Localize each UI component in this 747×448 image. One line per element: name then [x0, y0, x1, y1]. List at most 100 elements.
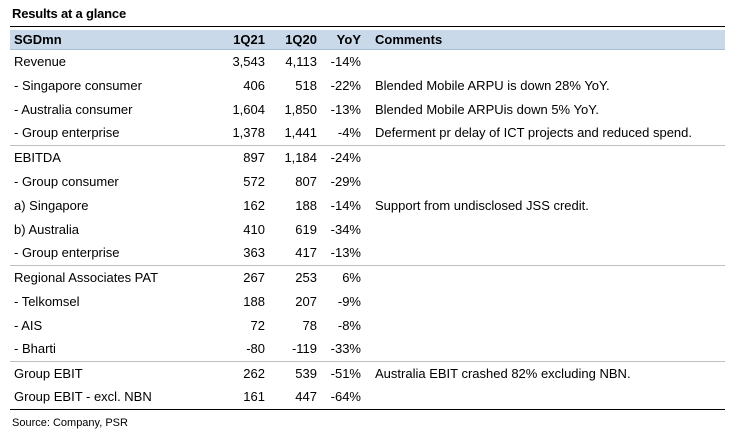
- row-1q20: 253: [269, 264, 321, 289]
- row-1q21: 72: [250, 317, 265, 333]
- row-comment: Support from undisclosed JSS credit.: [375, 197, 589, 213]
- row-yoy: -34%: [330, 221, 361, 237]
- table-row: EBITDA 897 1,184 -24%: [10, 144, 725, 169]
- row-1q21: 1,378: [232, 125, 265, 141]
- row-1q20: 4,113: [285, 53, 317, 69]
- row-label: - Group enterprise: [14, 245, 120, 261]
- row-label: - AIS: [14, 317, 43, 333]
- table-row: - Singapore consumer 406 518 -22% Blende…: [10, 73, 725, 97]
- row-label: b) Australia: [14, 221, 80, 237]
- row-1q21: 897: [202, 144, 269, 169]
- row-yoy: -33%: [330, 341, 361, 357]
- row-yoy: -51%: [321, 360, 365, 385]
- row-yoy: -14%: [330, 197, 361, 213]
- row-1q21: 3,543: [232, 53, 265, 69]
- row-label: - Group enterprise: [14, 125, 120, 141]
- row-1q21: 572: [243, 173, 265, 189]
- row-label: - Telkomsel: [14, 293, 80, 309]
- row-comment: [365, 241, 725, 265]
- row-comment: [365, 49, 725, 73]
- row-1q21: -80: [246, 341, 265, 357]
- row-comment: Australia EBIT crashed 82% excluding NBN…: [365, 360, 725, 385]
- row-label: Group EBIT: [10, 360, 202, 385]
- row-label: - Singapore consumer: [14, 77, 142, 93]
- row-comment: Deferment pr delay of ICT projects and r…: [375, 125, 692, 141]
- table-row: - Bharti -80 -119 -33%: [10, 337, 725, 361]
- row-1q21: 1,604: [232, 101, 265, 117]
- row-1q20: 78: [302, 317, 317, 333]
- table-row: Regional Associates PAT 267 253 6%: [10, 264, 725, 289]
- row-label: - Group consumer: [14, 173, 119, 189]
- table-row: Revenue 3,543 4,113 -14%: [10, 49, 725, 73]
- row-1q20: -119: [291, 341, 317, 357]
- row-label: - Australia consumer: [14, 101, 133, 117]
- row-yoy: -24%: [321, 144, 365, 169]
- table-row: - Telkomsel 188 207 -9%: [10, 289, 725, 313]
- row-label: EBITDA: [10, 144, 202, 169]
- table-row: - Group enterprise 363 417 -13%: [10, 241, 725, 265]
- row-comment: [365, 144, 725, 169]
- row-1q20: 518: [295, 77, 317, 93]
- row-label: - Bharti: [14, 341, 56, 357]
- header-1q21: 1Q21: [202, 30, 269, 50]
- row-yoy: -14%: [330, 53, 361, 69]
- row-1q20: 539: [269, 360, 321, 385]
- row-comment: [365, 169, 725, 193]
- row-1q20: 1,850: [284, 101, 317, 117]
- header-1q20: 1Q20: [269, 30, 321, 50]
- source-note: Source: Company, PSR: [12, 417, 128, 429]
- row-yoy: -64%: [321, 385, 365, 410]
- row-1q21: 161: [202, 385, 269, 410]
- row-comment: [365, 337, 725, 361]
- row-comment: [365, 217, 725, 241]
- title-divider: [10, 26, 725, 27]
- row-yoy: -9%: [337, 293, 361, 309]
- results-table: SGDmn 1Q21 1Q20 YoY Comments Revenue 3,5…: [10, 30, 725, 410]
- header-sgdmn: SGDmn: [10, 30, 202, 50]
- row-yoy: -29%: [330, 173, 361, 189]
- row-comment: [365, 289, 725, 313]
- row-1q21: 363: [243, 245, 265, 261]
- row-yoy: -13%: [330, 245, 361, 261]
- row-comment: [365, 385, 725, 410]
- table-row: - AIS 72 78 -8%: [10, 313, 725, 337]
- row-label: Group EBIT - excl. NBN: [10, 385, 202, 410]
- row-comment: Blended Mobile ARPU is down 28% YoY.: [375, 77, 610, 93]
- row-yoy: -13%: [330, 101, 361, 117]
- row-1q21: 262: [202, 360, 269, 385]
- row-1q20: 207: [295, 293, 317, 309]
- header-row: SGDmn 1Q21 1Q20 YoY Comments: [10, 30, 725, 50]
- row-1q21: 410: [243, 221, 265, 237]
- row-comment: [365, 264, 725, 289]
- row-yoy: 6%: [321, 264, 365, 289]
- header-comments: Comments: [365, 30, 725, 50]
- row-1q20: 447: [269, 385, 321, 410]
- table-row: - Group enterprise 1,378 1,441 -4% Defer…: [10, 121, 725, 145]
- table-title: Results at a glance: [12, 6, 126, 21]
- table-row: Group EBIT - excl. NBN 161 447 -64%: [10, 385, 725, 410]
- row-yoy: -4%: [337, 125, 361, 141]
- row-1q21: 406: [243, 77, 265, 93]
- row-1q21: 267: [202, 264, 269, 289]
- row-1q20: 1,184: [269, 144, 321, 169]
- table-row: - Australia consumer 1,604 1,850 -13% Bl…: [10, 97, 725, 121]
- row-label: Revenue: [14, 53, 67, 69]
- table-row: Group EBIT 262 539 -51% Australia EBIT c…: [10, 360, 725, 385]
- row-comment: Blended Mobile ARPUis down 5% YoY.: [375, 101, 599, 117]
- row-1q20: 417: [295, 245, 317, 261]
- row-yoy: -22%: [330, 77, 361, 93]
- header-yoy: YoY: [321, 30, 365, 50]
- table-row: - Group consumer 572 807 -29%: [10, 169, 725, 193]
- row-yoy: -8%: [337, 317, 361, 333]
- row-label: a) Singapore: [14, 197, 89, 213]
- row-1q21: 162: [243, 197, 265, 213]
- row-comment: [365, 313, 725, 337]
- row-1q20: 1,441: [284, 125, 317, 141]
- table-row: a) Singapore 162 188 -14% Support from u…: [10, 193, 725, 217]
- row-1q20: 619: [295, 221, 317, 237]
- row-1q20: 188: [295, 197, 317, 213]
- row-1q21: 188: [243, 293, 265, 309]
- table-row: b) Australia 410 619 -34%: [10, 217, 725, 241]
- row-1q20: 807: [295, 173, 317, 189]
